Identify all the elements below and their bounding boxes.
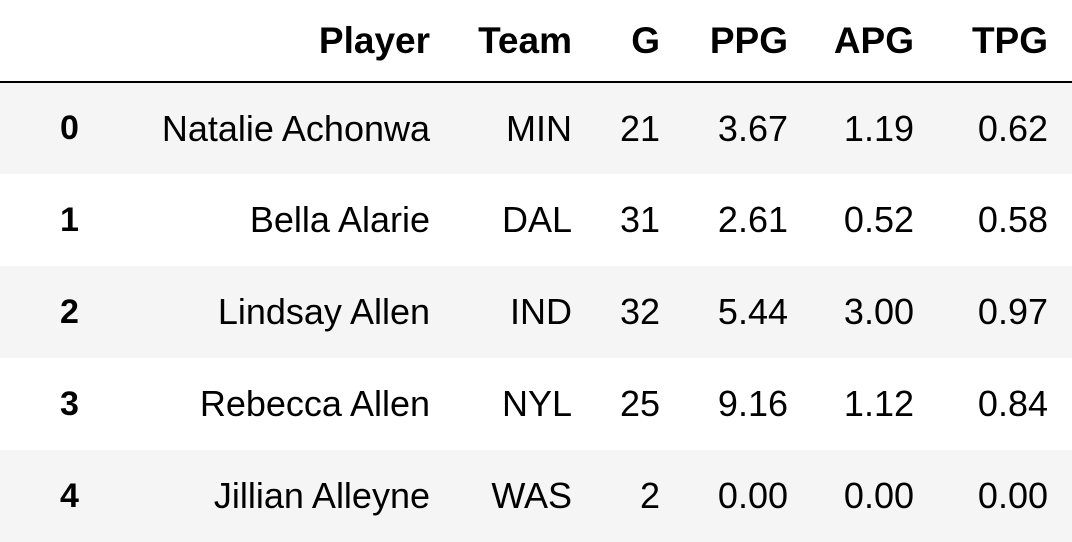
- games-cell: 21: [619, 107, 660, 149]
- team-cell: MIN: [506, 107, 572, 149]
- games-cell: 32: [619, 291, 660, 332]
- tpg-cell: 0.97: [977, 291, 1048, 332]
- table-row: 2 Lindsay Allen IND 32 5.44 3.00 0.97: [0, 266, 1072, 358]
- player-cell: Natalie Achonwa: [161, 107, 430, 149]
- row-index: 4: [60, 476, 79, 515]
- table-body: 0 Natalie Achonwa MIN 21 3.67 1.19 0.62 …: [0, 82, 1072, 542]
- row-index: 3: [60, 384, 79, 423]
- team-cell: DAL: [501, 199, 572, 240]
- games-cell: 2: [639, 475, 660, 516]
- player-cell: Jillian Alleyne: [213, 475, 430, 516]
- ppg-cell: 9.16: [717, 383, 788, 424]
- table-row: 3 Rebecca Allen NYL 25 9.16 1.12 0.84: [0, 358, 1072, 450]
- games-cell: 31: [619, 199, 660, 240]
- tpg-cell: 0.84: [977, 383, 1048, 424]
- player-cell: Lindsay Allen: [217, 291, 430, 332]
- team-cell: NYL: [501, 383, 572, 424]
- apg-cell: 1.12: [843, 383, 914, 424]
- table-header: Player Team G PPG APG TPG: [0, 0, 1072, 83]
- row-index: 0: [60, 109, 79, 147]
- header-row: Player Team G PPG APG TPG: [0, 0, 1072, 83]
- index-header: [0, 0, 110, 83]
- tpg-cell: 0.62: [977, 107, 1048, 149]
- table-row: 1 Bella Alarie DAL 31 2.61 0.52 0.58: [0, 174, 1072, 266]
- column-header-apg: APG: [812, 0, 938, 83]
- games-cell: 25: [619, 383, 660, 424]
- column-header-team: Team: [454, 0, 596, 83]
- ppg-cell: 2.61: [717, 199, 788, 240]
- table-row: 0 Natalie Achonwa MIN 21 3.67 1.19 0.62: [0, 82, 1072, 174]
- ppg-cell: 0.00: [717, 475, 788, 516]
- table-row: 4 Jillian Alleyne WAS 2 0.00 0.00 0.00: [0, 450, 1072, 542]
- player-cell: Bella Alarie: [249, 199, 430, 240]
- ppg-cell: 3.67: [717, 107, 788, 149]
- row-index: 2: [60, 292, 79, 331]
- tpg-cell: 0.58: [977, 199, 1048, 240]
- column-header-player: Player: [110, 0, 454, 83]
- tpg-cell: 0.00: [977, 475, 1048, 516]
- column-header-ppg: PPG: [684, 0, 812, 83]
- apg-cell: 3.00: [843, 291, 914, 332]
- apg-cell: 1.19: [843, 107, 914, 149]
- column-header-g: G: [596, 0, 684, 83]
- apg-cell: 0.52: [843, 199, 914, 240]
- team-cell: IND: [510, 291, 572, 332]
- team-cell: WAS: [491, 475, 572, 516]
- column-header-tpg: TPG: [938, 0, 1072, 83]
- ppg-cell: 5.44: [717, 291, 788, 332]
- row-index: 1: [60, 200, 79, 239]
- player-cell: Rebecca Allen: [199, 383, 430, 424]
- apg-cell: 0.00: [843, 475, 914, 516]
